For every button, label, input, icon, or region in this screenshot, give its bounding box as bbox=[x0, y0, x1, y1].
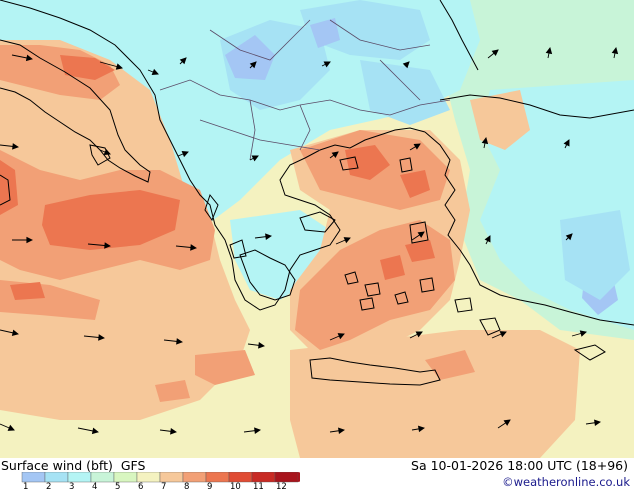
legend-footer: Surface wind (bft) GFS Sa 10-01-2026 18:… bbox=[0, 458, 634, 490]
wind-zone-2-romania bbox=[300, 0, 430, 60]
wind-arrow-head bbox=[179, 57, 187, 65]
wind-arrow-head bbox=[249, 61, 257, 69]
wind-arrow-head bbox=[323, 61, 331, 68]
wind-arrow-head bbox=[611, 47, 619, 55]
colorbar-tick-label: 11 bbox=[253, 482, 264, 490]
wind-zone-8-south-blob bbox=[195, 350, 255, 385]
wind-arrow-head bbox=[415, 331, 423, 338]
wind-arrow-head bbox=[181, 151, 189, 158]
wind-zone-9-cyclades bbox=[380, 255, 405, 280]
wind-zone-1-blob-b bbox=[310, 18, 340, 48]
colorbar-tick-label: 7 bbox=[161, 482, 166, 490]
wind-zone-7-south bbox=[290, 330, 580, 458]
wind-zone-2-bulgaria bbox=[360, 60, 450, 125]
colorbar-swatch bbox=[182, 472, 207, 483]
wind-map bbox=[0, 0, 634, 458]
colorbar-swatch bbox=[113, 472, 138, 483]
wind-arrow-head bbox=[594, 419, 601, 427]
wind-arrow-head bbox=[417, 231, 425, 238]
colorbar-tick-label: 2 bbox=[46, 482, 51, 490]
wind-zone-2-east bbox=[560, 210, 630, 300]
colorbar-swatch bbox=[90, 472, 115, 483]
colorbar-swatch bbox=[251, 472, 276, 483]
wind-arrow-head bbox=[484, 235, 491, 243]
wind-arrow-head bbox=[258, 342, 265, 349]
wind-arrow-head bbox=[563, 139, 570, 147]
colorbar-swatch bbox=[274, 472, 299, 483]
wind-arrow-head bbox=[103, 148, 111, 155]
colorbar-swatch bbox=[205, 472, 230, 483]
colorbar-tick-label: 1 bbox=[23, 482, 28, 490]
wind-arrow-head bbox=[254, 427, 261, 434]
colorbar-tick-label: 6 bbox=[138, 482, 143, 490]
wind-arrow-head bbox=[151, 68, 159, 75]
wind-arrow-head bbox=[265, 233, 272, 240]
wind-arrow-head bbox=[115, 63, 123, 70]
wind-arrow-head bbox=[579, 330, 587, 337]
wind-arrow-head bbox=[7, 424, 15, 431]
colorbar-tick-label: 8 bbox=[184, 482, 189, 490]
wind-zone-9-cyclades-east bbox=[405, 240, 435, 262]
wind-arrow-head bbox=[331, 151, 339, 158]
wind-zone-8-east-blob bbox=[425, 350, 475, 380]
borders bbox=[159, 19, 451, 161]
wind-arrow-head bbox=[91, 427, 99, 435]
wind-arrow-head bbox=[26, 236, 34, 244]
colorbar-swatch bbox=[136, 472, 161, 483]
wind-arrow-head bbox=[337, 333, 345, 340]
wind-arrow-head bbox=[98, 334, 106, 341]
colorbar-tick-label: 10 bbox=[230, 482, 241, 490]
wind-arrow-head bbox=[499, 331, 507, 338]
wind-arrow-head bbox=[251, 155, 259, 162]
colorbar-tick-label: 5 bbox=[115, 482, 120, 490]
legend-title-text: Surface wind (bft) bbox=[1, 458, 113, 473]
wind-arrow-head bbox=[413, 143, 421, 150]
legend-title: Surface wind (bft) GFS bbox=[1, 458, 145, 473]
colorbar-swatch bbox=[67, 472, 92, 483]
model-name: GFS bbox=[120, 458, 146, 473]
wind-arrow-head bbox=[565, 233, 573, 241]
wind-arrow-head bbox=[190, 244, 198, 251]
colorbar-overflow-arrow bbox=[298, 472, 300, 482]
wind-zone-7-marmara bbox=[470, 90, 530, 150]
colorbar-tick-label: 4 bbox=[92, 482, 97, 490]
wind-arrow-head bbox=[402, 61, 410, 69]
wind-arrow-head bbox=[12, 143, 20, 150]
wind-arrow-head bbox=[417, 425, 425, 433]
wind-zone-9-adriatic-core bbox=[60, 55, 115, 80]
colorbar: 1 2 3 4 5 6 7 8 9 10 11 12 bbox=[21, 472, 300, 490]
wind-arrow-head bbox=[503, 419, 511, 426]
wind-arrow-head bbox=[491, 49, 499, 57]
valid-time: Sa 10-01-2026 18:00 UTC (18+96) bbox=[411, 458, 628, 473]
wind-zone-1-blob-a bbox=[225, 35, 275, 80]
wind-arrows bbox=[0, 47, 619, 435]
wind-arrow-head bbox=[343, 237, 351, 244]
coastlines bbox=[0, 0, 634, 386]
colorbar-tick-label: 12 bbox=[276, 482, 287, 490]
wind-arrow-head bbox=[545, 47, 553, 55]
wind-arrow-head bbox=[170, 428, 177, 435]
colorbar-swatch bbox=[228, 472, 253, 483]
wind-arrow-head bbox=[481, 137, 489, 145]
wind-zone-8-libya-blob bbox=[155, 380, 190, 402]
colorbar-swatch bbox=[159, 472, 184, 483]
colorbar-tick-label: 9 bbox=[207, 482, 212, 490]
wind-arrow-head bbox=[104, 242, 112, 249]
wind-arrow-head bbox=[25, 54, 33, 62]
wind-arrow-head bbox=[176, 338, 184, 345]
wind-zone-9-aegean-east bbox=[400, 170, 430, 198]
colorbar-swatch bbox=[21, 472, 46, 483]
wind-arrow-head bbox=[338, 427, 345, 435]
wind-zone-9-west-south bbox=[10, 282, 45, 300]
colorbar-tick-label: 3 bbox=[69, 482, 74, 490]
wind-zone-9-ionian-core bbox=[42, 190, 180, 250]
copyright[interactable]: ©weatheronline.co.uk bbox=[502, 475, 630, 489]
wind-arrow-head bbox=[11, 329, 19, 337]
wind-zone-9-aegean-core bbox=[345, 145, 390, 180]
colorbar-swatch bbox=[44, 472, 69, 483]
